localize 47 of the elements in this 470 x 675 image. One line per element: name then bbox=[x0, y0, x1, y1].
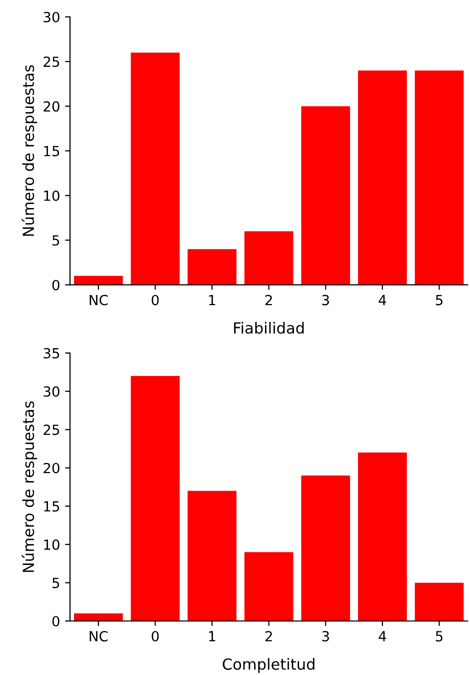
y-tick-label: 5 bbox=[52, 235, 60, 246]
x-tick-label: 4 bbox=[378, 295, 386, 306]
bar bbox=[244, 231, 294, 285]
y-tick-label: 15 bbox=[44, 146, 60, 156]
x-tick-label: 0 bbox=[152, 630, 159, 642]
x-tick-label: NC bbox=[90, 294, 108, 306]
bar bbox=[74, 276, 123, 285]
x-tick-label: 3 bbox=[322, 294, 329, 306]
y-tick-label: 25 bbox=[44, 424, 60, 436]
x-axis-title: Completitud bbox=[222, 658, 314, 673]
x-tick-label: 1 bbox=[209, 295, 216, 306]
y-axis-title: Número de respuestas bbox=[22, 401, 38, 572]
y-tick-label: 0 bbox=[52, 616, 60, 626]
y-tick-label: 35 bbox=[44, 348, 60, 358]
x-tick-label: 1 bbox=[209, 631, 216, 642]
y-tick-label: 20 bbox=[44, 101, 60, 112]
bar bbox=[414, 70, 464, 285]
bar bbox=[130, 376, 180, 621]
x-tick-label: 4 bbox=[378, 631, 386, 642]
y-tick-label: 10 bbox=[44, 539, 60, 550]
bar bbox=[74, 613, 123, 621]
bar bbox=[188, 490, 236, 621]
x-tick-label: 3 bbox=[322, 630, 329, 642]
y-tick-label: 30 bbox=[44, 12, 60, 22]
bar bbox=[414, 582, 464, 621]
y-tick-label: 0 bbox=[52, 280, 60, 290]
y-tick-label: 20 bbox=[44, 462, 60, 474]
x-axis-title: Fiabilidad bbox=[234, 322, 304, 334]
y-tick-label: 25 bbox=[44, 56, 60, 68]
x-tick-label: 5 bbox=[436, 631, 442, 642]
bar bbox=[130, 52, 180, 285]
bar bbox=[301, 476, 350, 621]
bar bbox=[244, 552, 294, 621]
x-tick-label: 2 bbox=[265, 294, 272, 306]
y-tick-label: 15 bbox=[44, 501, 60, 512]
x-tick-label: NC bbox=[90, 630, 108, 642]
x-tick-label: 0 bbox=[152, 294, 159, 306]
bar bbox=[358, 70, 407, 285]
x-tick-label: 5 bbox=[436, 295, 442, 306]
bar bbox=[358, 452, 407, 621]
bar bbox=[188, 249, 236, 285]
y-axis-title: Número de respuestas bbox=[22, 65, 38, 236]
y-tick-label: 10 bbox=[44, 190, 60, 201]
y-tick-label: 30 bbox=[44, 386, 60, 397]
y-tick-label: 5 bbox=[52, 578, 60, 588]
x-tick-label: 2 bbox=[265, 630, 272, 642]
bar bbox=[301, 106, 350, 285]
